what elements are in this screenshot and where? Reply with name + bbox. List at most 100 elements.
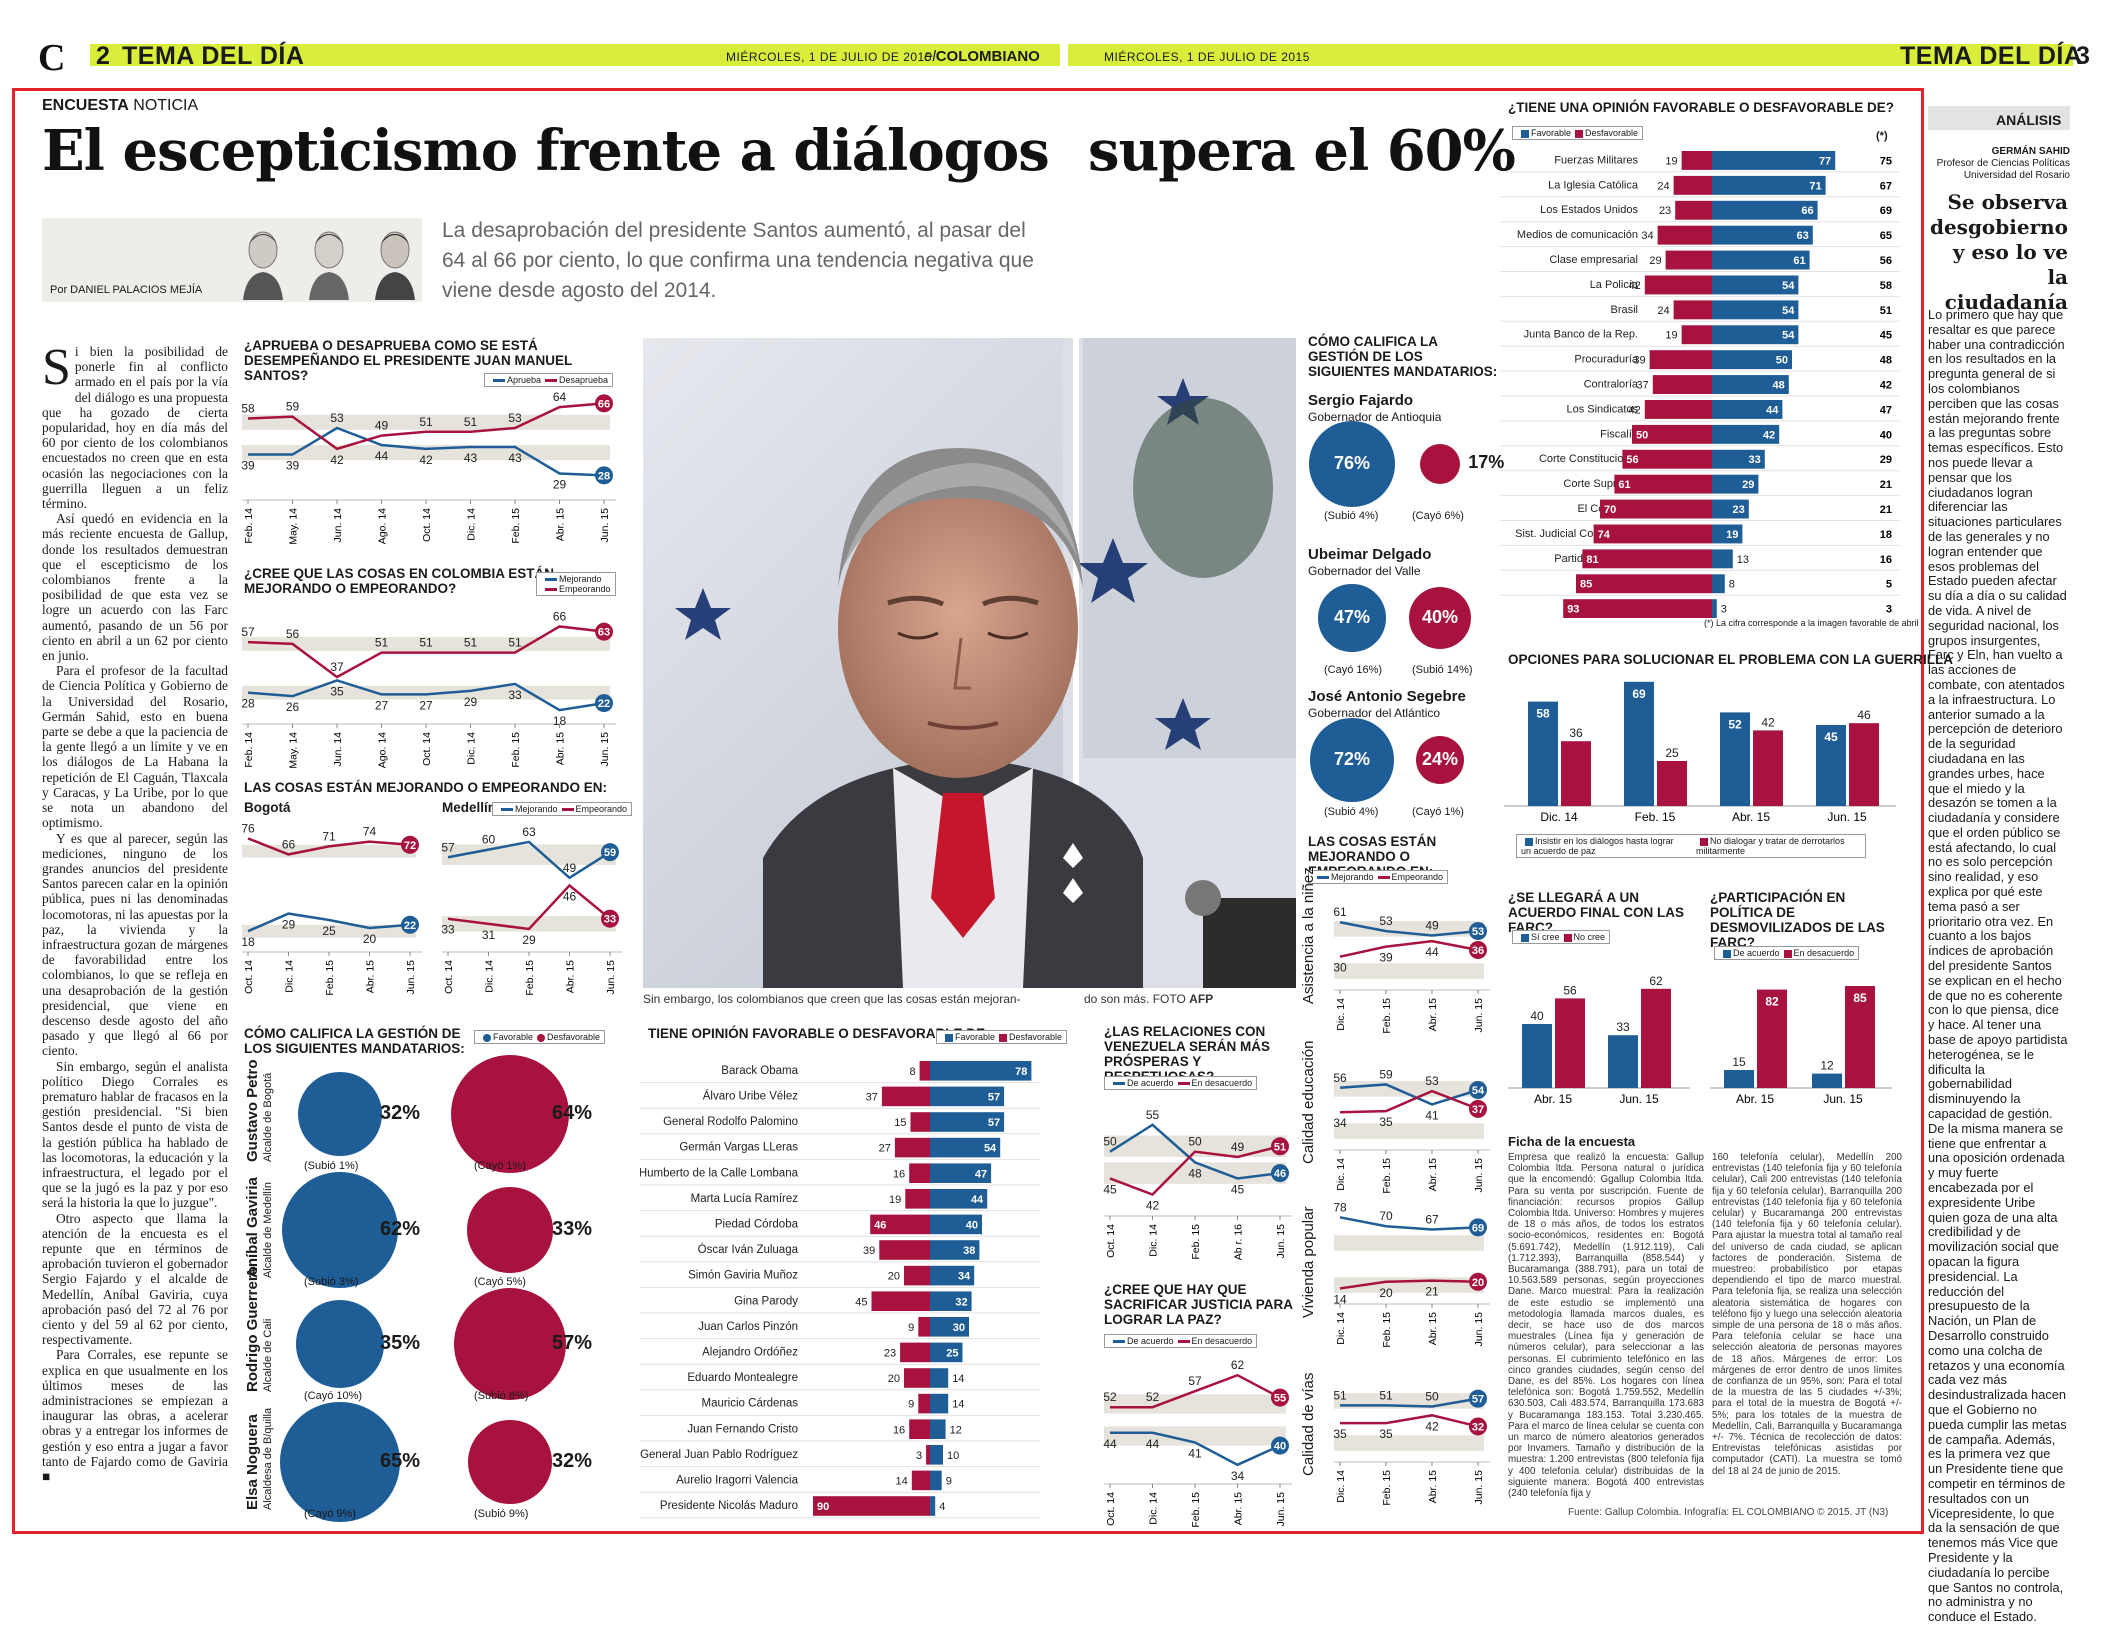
favorable-bubble bbox=[280, 1402, 400, 1522]
data-label: 46 bbox=[563, 889, 577, 903]
favorable-note: (Subió 3%) bbox=[304, 1276, 359, 1288]
desfavorable-label: 16 bbox=[893, 1424, 905, 1436]
bar bbox=[1724, 1070, 1754, 1088]
analysis-title: Se observa desgobierno y eso lo ve la ci… bbox=[1929, 190, 2068, 314]
star-value: 48 bbox=[1880, 355, 1892, 367]
data-label: 53 bbox=[508, 411, 522, 425]
bar-value: 40 bbox=[1530, 1009, 1544, 1023]
bar-desfavorable bbox=[1593, 524, 1712, 544]
bar bbox=[1608, 1035, 1638, 1088]
desfavorable-label: 70 bbox=[1604, 504, 1616, 516]
santos-photo[interactable] bbox=[643, 338, 1296, 988]
bar bbox=[1845, 986, 1875, 1088]
series-line bbox=[247, 679, 605, 712]
row-label: Juan Fernando Cristo bbox=[687, 1423, 798, 1435]
end-point-label: 54 bbox=[1472, 1085, 1485, 1097]
header-brand[interactable]: elCOLOMBIANO bbox=[924, 48, 1040, 65]
star-value: 21 bbox=[1880, 479, 1892, 491]
tema-label: Calidad de vías bbox=[1300, 1372, 1317, 1476]
bar bbox=[1816, 725, 1846, 806]
desfavorable-note: (Cayó 5%) bbox=[474, 1276, 526, 1288]
newspaper-logo[interactable]: C bbox=[38, 37, 66, 79]
governor-name: Sergio Fajardo bbox=[1308, 392, 1414, 409]
governor-name: Ubeimar Delgado bbox=[1308, 546, 1432, 563]
data-label: 74 bbox=[363, 825, 377, 839]
favorable-label: 3 bbox=[1721, 604, 1727, 616]
data-label: 56 bbox=[286, 627, 300, 641]
bar-value: 82 bbox=[1765, 995, 1779, 1009]
bar-value: 33 bbox=[1616, 1020, 1630, 1034]
chart-guerrilla: 58 36 Dic. 14 69 25 Feb. 15 52 42 Abr. 15 45 46 Jun… bbox=[1504, 681, 1896, 824]
star-value: 16 bbox=[1880, 554, 1892, 566]
row-label: Aurelio Iragorri Valencia bbox=[676, 1474, 798, 1486]
mandatario-role: Alcalde de Medellín bbox=[262, 1181, 274, 1278]
bar-favorable bbox=[930, 1317, 969, 1337]
byline: Por DANIEL PALACIOS MEJÍA bbox=[50, 284, 203, 296]
favorable-label: 33 bbox=[1749, 454, 1761, 466]
photo-caption-right: do son más. FOTO AFP bbox=[1084, 992, 1214, 1006]
x-tick-label: Feb. 15 bbox=[1381, 1312, 1393, 1348]
bar-value: 62 bbox=[1649, 974, 1663, 988]
data-label: 51 bbox=[1379, 1388, 1393, 1402]
favorable-label: 77 bbox=[1819, 155, 1831, 167]
bar-value: 69 bbox=[1632, 687, 1646, 701]
bar-favorable bbox=[1712, 424, 1780, 444]
brand-prefix: el bbox=[924, 48, 936, 65]
data-label: 64 bbox=[553, 390, 567, 404]
governor-role: Gobernador del Valle bbox=[1308, 564, 1421, 578]
desfavorable-label: 45 bbox=[855, 1296, 867, 1308]
star-value: 42 bbox=[1880, 380, 1892, 392]
bar-favorable bbox=[1712, 325, 1799, 345]
x-tick-label: May. 14 bbox=[288, 732, 300, 768]
bar-desfavorable bbox=[911, 1470, 930, 1491]
bar-favorable bbox=[1712, 524, 1743, 544]
body-paragraph: Para Corrales, ese repunte se explica en… bbox=[42, 1347, 228, 1485]
desfavorable-label: 61 bbox=[1618, 479, 1630, 491]
row-label: Eduardo Montealegre bbox=[687, 1372, 798, 1384]
end-point bbox=[1469, 1417, 1487, 1436]
legend-temas: Mejorando Empeorando bbox=[1308, 870, 1449, 884]
x-tick-label: Oct. 14 bbox=[1105, 1492, 1117, 1526]
favorable-label: 14 bbox=[952, 1399, 964, 1411]
bar-favorable bbox=[930, 1393, 949, 1414]
data-label: 60 bbox=[482, 833, 496, 847]
data-label: 29 bbox=[553, 477, 567, 491]
x-tick-label: Jun. 15 bbox=[1619, 1092, 1659, 1106]
end-point bbox=[1271, 1137, 1289, 1156]
end-point-label: 53 bbox=[1472, 926, 1484, 938]
body-paragraph: Así quedó en evidencia en la más recient… bbox=[42, 511, 228, 664]
row-label: Gina Parody bbox=[734, 1295, 798, 1307]
x-tick-label: Feb. 14 bbox=[243, 732, 255, 768]
mandatario-name: Gustavo Petro bbox=[244, 1059, 261, 1162]
favorable-label: 23 bbox=[1733, 504, 1745, 516]
row-label: Procuraduría bbox=[1574, 354, 1638, 366]
author-portrait-icon bbox=[375, 231, 415, 300]
mandatario-name: Aníbal Gaviria bbox=[244, 1177, 261, 1278]
favorable-pct: 65% bbox=[380, 1450, 421, 1472]
bar-desfavorable bbox=[919, 1061, 930, 1081]
end-point-label: 51 bbox=[1274, 1141, 1286, 1153]
tema-label: Calidad educación bbox=[1300, 1040, 1317, 1164]
end-point-label: 40 bbox=[1274, 1441, 1286, 1453]
desfavorable-label: 74 bbox=[1598, 529, 1611, 541]
bar-desfavorable bbox=[1563, 599, 1712, 618]
data-label: 50 bbox=[1188, 1135, 1202, 1149]
data-label: 18 bbox=[241, 935, 255, 949]
data-label: 18 bbox=[553, 714, 567, 728]
data-label: 67 bbox=[1425, 1213, 1439, 1227]
end-point bbox=[401, 835, 419, 854]
chart-acuerdo: 40 56 Abr. 15 33 62 Jun. 15 bbox=[1508, 974, 1690, 1106]
data-label: 26 bbox=[286, 700, 300, 714]
favorable-label: 12 bbox=[950, 1424, 962, 1436]
desfavorable-label: 19 bbox=[1665, 155, 1677, 167]
series-line bbox=[1340, 1397, 1479, 1408]
bar-favorable bbox=[930, 1240, 980, 1260]
bar-desfavorable bbox=[1644, 275, 1712, 295]
chart-title-cosas: ¿CREE QUE LAS COSAS EN COLOMBIA ESTÁN ME… bbox=[244, 566, 555, 596]
data-label: 45 bbox=[1231, 1182, 1245, 1196]
bar-value: 45 bbox=[1824, 730, 1838, 744]
x-tick-label: Abr. 15 bbox=[565, 960, 577, 993]
desfavorable-bubble bbox=[454, 1288, 566, 1400]
desfavorable-label: 19 bbox=[889, 1194, 901, 1206]
favorable-label: 4 bbox=[939, 1501, 945, 1513]
